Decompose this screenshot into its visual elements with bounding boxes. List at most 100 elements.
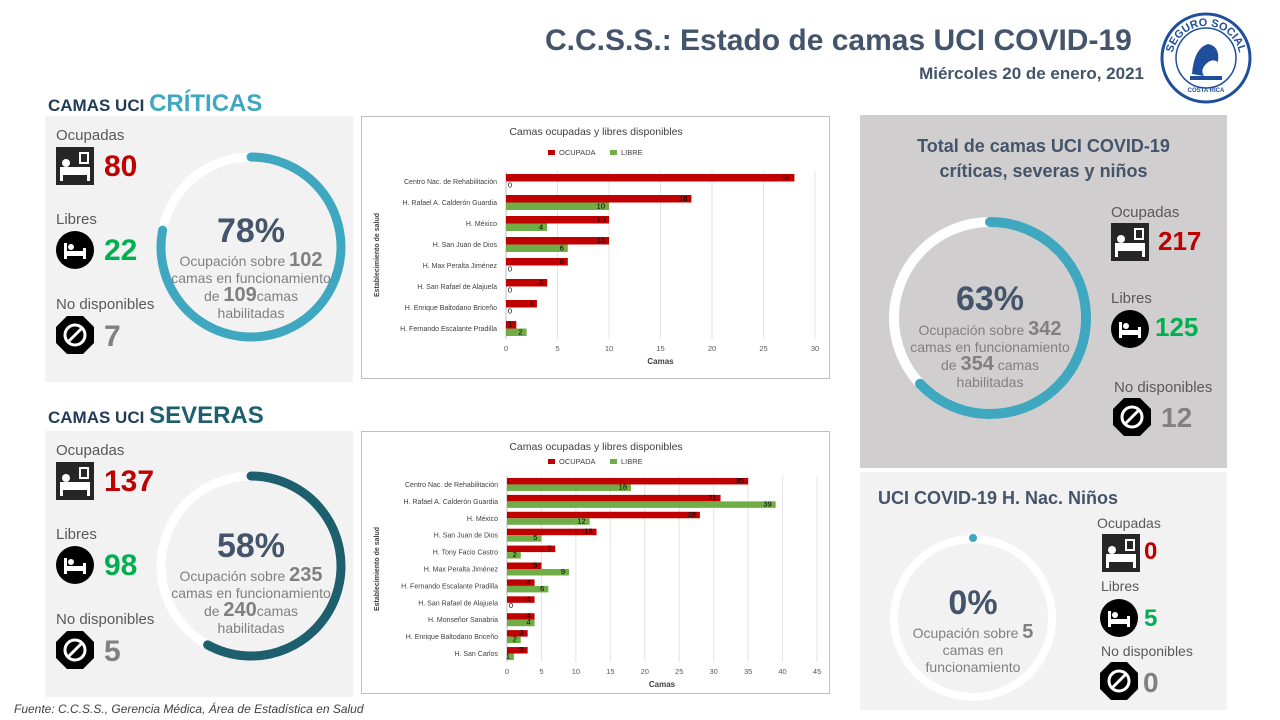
prohibited-icon [1100,662,1138,700]
severas-chart: Camas ocupadas y libres disponibles OCUPA… [361,431,830,694]
category-label: H. San Rafael de Alajuela [418,600,498,607]
data-label-libre: 0 [508,286,512,295]
category-label: Centro Nac. de Rehabilitación [404,179,497,186]
x-tick-label: 40 [778,667,786,676]
bar-ocupada [506,174,795,182]
data-label-libre: 9 [561,567,565,576]
bar-libre [507,569,569,576]
data-label-libre: 12 [577,516,585,525]
category-label: H. San Rafael de Alajuela [417,284,497,291]
ninos-libres-value: 5 [1144,605,1158,632]
criticas-chart: Camas ocupadas y libres disponibles OCUPA… [361,116,830,379]
bar-ocupada [506,237,609,245]
x-tick-label: 10 [572,667,580,676]
criticas-occupancy-arc [156,152,346,342]
libres-label: Libres [1111,290,1152,307]
category-label: H. México [466,221,497,228]
data-label-libre: 6 [540,584,544,593]
severas-occupancy-arc [203,471,346,661]
ninos-occupancy-marker [969,534,977,542]
prohibited-icon [56,631,94,669]
chart-title: Camas ocupadas y libres disponibles [509,126,682,138]
category-label: H. San Juan de Dios [434,533,499,540]
legend-label-ocupada: OCUPADA [559,148,596,157]
x-tick-label: 0 [504,344,508,353]
data-label-libre: 10 [597,202,605,211]
data-label-ocupada: 1 [508,320,512,329]
bed-patient-icon [1102,534,1140,572]
data-label-libre: 39 [763,499,771,508]
ccss-logo: SEGURO SOCIAL COSTA RICA [1160,12,1252,104]
ninos-panel: UCI COVID-19 H. Nac. Niños 0% Ocupación … [860,472,1227,710]
category-label: Centro Nac. de Rehabilitación [405,482,498,489]
prohibited-icon [56,316,94,354]
data-label-libre: 0 [508,265,512,274]
x-tick-label: 15 [606,667,614,676]
criticas-nodisp-value: 7 [104,320,121,353]
category-label: H. Max Peralta Jiménez [423,263,498,270]
total-panel: Total de camas UCI COVID-19 críticas, sev… [860,115,1227,468]
total-nodisp-value: 12 [1161,402,1193,433]
bar-ocupada [507,630,528,637]
category-label: H. Enrique Baltodano Briceño [405,305,497,312]
total-ocupadas-value: 217 [1158,226,1202,256]
ninos-ocupadas-value: 0 [1144,538,1158,565]
bed-patient-icon [1111,223,1149,261]
bar-libre [507,619,535,627]
bar-ocupada [507,647,528,654]
criticas-section-title: CAMAS UCI CRÍTICAS [48,90,263,117]
data-label-libre: 2 [513,635,517,644]
legend-swatch-libre [610,150,617,155]
x-axis-title: Camas [647,357,674,366]
free-bed-icon [56,231,94,269]
ocupadas-label: Ocupadas [1097,515,1161,531]
bar-libre [507,484,631,491]
bar-ocupada [506,258,568,266]
total-occupancy-text: Ocupación sobre 342 camas en funcionamie… [910,318,1070,390]
ninos-occupancy-text: Ocupación sobre 5 camas en funcionamient… [912,621,1034,675]
report-date: Miércoles 20 de enero, 2021 [919,64,1144,83]
bar-ocupada [506,321,517,329]
legend-swatch-ocupada [548,150,555,155]
x-tick-label: 30 [811,344,819,353]
data-label-ocupada: 3 [529,299,533,308]
chart-title: Camas ocupadas y libres disponibles [509,441,682,453]
x-tick-label: 5 [555,344,559,353]
bar-ocupada [507,494,721,502]
bar-libre [507,501,776,508]
criticas-pct: 78% [216,212,286,250]
legend-swatch-libre [610,459,617,464]
data-label-ocupada: 7 [547,544,551,553]
data-label-ocupada: 6 [560,257,564,266]
x-tick-label: 45 [813,667,821,676]
data-label-ocupada: 4 [539,278,543,287]
bar-libre [507,653,514,661]
total-libres-value: 125 [1155,312,1199,342]
bar-ocupada [507,579,535,586]
data-label-ocupada: 28 [688,510,696,519]
x-tick-label: 0 [505,667,509,676]
bar-libre [506,328,527,336]
bar-ocupada [507,562,542,569]
data-label-ocupada: 10 [597,215,605,224]
data-label-ocupada: 31 [708,493,716,502]
bed-patient-icon [56,462,94,500]
bar-ocupada [506,216,609,224]
category-label: H. Tony Facio Castro [433,550,498,557]
libres-label: Libres [56,211,97,228]
criticas-bar-chart: Camas ocupadas y libres disponibles OCUPA… [374,126,819,366]
category-label: H. Enrique Baltodano Briceño [406,634,498,641]
legend-label-libre: LIBRE [621,457,643,466]
bar-libre [507,636,521,644]
criticas-libres-value: 22 [104,234,138,267]
bar-libre [507,552,521,559]
data-label-libre: 18 [619,482,627,491]
criticas-occupancy-text: Ocupación sobre 102 camas en funcionamie… [171,249,331,321]
ocupadas-label: Ocupadas [56,127,125,144]
category-label: H. Rafael A. Calderón Guardia [402,200,497,207]
ocupadas-label: Ocupadas [56,442,125,459]
category-label: H. Rafael A. Calderón Guardia [403,499,498,506]
criticas-panel: Ocupadas 80 Libres 22 No disponibles 7 7… [45,116,353,382]
total-donut [889,217,1091,419]
x-tick-label: 10 [605,344,613,353]
